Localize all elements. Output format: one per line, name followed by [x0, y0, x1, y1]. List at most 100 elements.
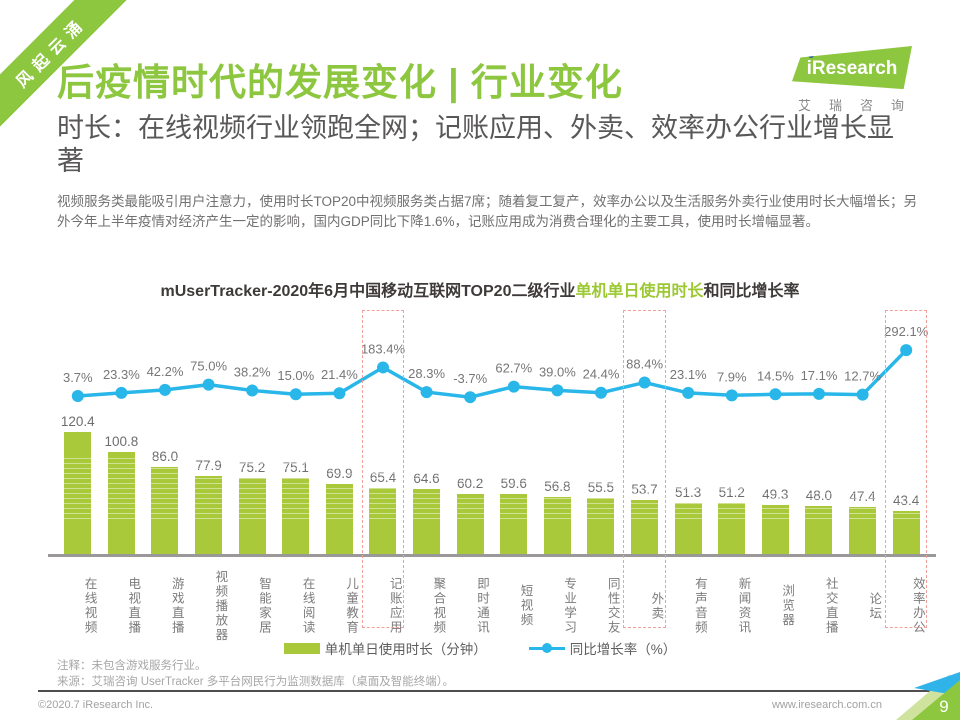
line-point — [507, 380, 520, 393]
bar-value-label: 69.9 — [326, 465, 353, 481]
chart-column: 65.4 — [361, 470, 405, 555]
bar — [107, 452, 135, 555]
chart-column: 69.9 — [318, 466, 362, 555]
bar-value-label: 49.3 — [762, 486, 789, 502]
chart-column: 75.2 — [230, 460, 274, 555]
growth-line — [77, 348, 908, 399]
line-swatch-icon — [528, 642, 565, 654]
category-label: 论坛 — [867, 591, 882, 621]
line-point — [71, 390, 84, 403]
bar-value-label: 47.4 — [849, 488, 876, 504]
line-value-label: 12.7% — [844, 369, 881, 384]
line-value-label: 183.4% — [361, 341, 406, 356]
bar-value-label: 51.2 — [718, 484, 745, 500]
category-label: 同性交友 — [605, 577, 620, 635]
bar-value-label: 65.4 — [369, 470, 397, 486]
category-label: 浏览器 — [780, 584, 795, 628]
line-point — [333, 387, 346, 400]
category-label: 短视频 — [518, 584, 533, 628]
category-label: 有声音频 — [692, 577, 707, 635]
line-value-label: 38.2% — [234, 365, 271, 380]
legend-item-bar: 单机单日使用时长（分钟） — [283, 638, 487, 658]
legend-bar-label: 单机单日使用时长（分钟） — [324, 642, 487, 657]
logo-flag: iResearch — [792, 46, 912, 90]
line-point — [246, 384, 259, 397]
line-value-label: 75.0% — [190, 359, 227, 374]
bar-value-label: 60.2 — [457, 475, 484, 491]
category-label: 新闻资讯 — [736, 577, 751, 635]
bar-value-label: 120.4 — [60, 414, 95, 430]
line-point — [856, 388, 869, 401]
line-point — [202, 378, 215, 391]
logo-brand-text: iResearch — [806, 58, 898, 79]
bar — [587, 498, 615, 555]
chart-legend: 单机单日使用时长（分钟） 同比增长率（%） — [0, 638, 960, 658]
chart-column: 120.4 — [56, 414, 100, 555]
category-label: 即时通讯 — [474, 577, 489, 635]
category-label: 智能家居 — [256, 577, 271, 635]
line-point — [725, 389, 738, 402]
body-paragraph: 视频服务类最能吸引用户注意力，使用时长TOP20中视频服务类占据7席；随着复工复… — [57, 194, 918, 230]
chart-column: 48.0 — [797, 488, 841, 555]
bar — [848, 506, 876, 555]
line-value-label: 21.4% — [321, 367, 358, 382]
chart-notes: 注释：未包含游戏服务行业。 来源：艾瑞咨询 UserTracker 多平台网民行… — [57, 659, 454, 690]
line-value-label: 23.1% — [670, 367, 707, 382]
bars-row: 120.4 100.8 86.0 77.9 75.2 75.1 69.9 65.4 64.6 60… — [56, 308, 928, 555]
bar-value-label: 75.1 — [282, 460, 309, 476]
bar-value-label: 59.6 — [500, 476, 527, 492]
bar-value-label: 51.3 — [674, 484, 702, 500]
bar — [456, 493, 484, 555]
category-label: 效率办公 — [910, 577, 925, 635]
line-value-label: 3.7% — [63, 370, 93, 385]
category-label: 儿童教育 — [344, 577, 359, 635]
category-label: 在线阅读 — [300, 577, 315, 635]
chart: 120.4 100.8 86.0 77.9 75.2 75.1 69.9 65.4 64.6 60… — [48, 308, 936, 648]
line-point — [551, 384, 564, 397]
page-corner-decoration: 9 — [896, 672, 960, 720]
chart-column: 59.6 — [492, 476, 536, 555]
bar-value-label: 43.4 — [892, 492, 920, 508]
bar-value-label: 56.8 — [544, 479, 571, 495]
bar — [674, 502, 702, 555]
line-value-label: 17.1% — [801, 368, 838, 383]
chart-column: 60.2 — [448, 476, 492, 555]
line-value-label: 42.2% — [147, 364, 184, 379]
line-point — [420, 386, 433, 399]
bar-value-label: 55.5 — [587, 480, 615, 496]
category-label: 专业学习 — [562, 577, 577, 635]
chart-column: 56.8 — [536, 479, 580, 555]
iresearch-logo: iResearch 艾瑞咨询 — [786, 46, 914, 114]
line-point — [638, 376, 651, 389]
footer-website: www.iresearch.com.cn — [771, 699, 882, 711]
line-value-label: 14.5% — [757, 368, 794, 383]
bar — [805, 506, 833, 555]
category-label: 记账应用 — [387, 577, 402, 635]
logo-i-dot-icon — [808, 52, 814, 58]
line-point — [115, 386, 128, 399]
categories-row: 在线视频 电视直播 游戏直播 视频播放器 智能家居 在线阅读 儿童教育 记账应用 聚合视频 即时通… — [56, 564, 928, 648]
chart-column: 100.8 — [100, 434, 144, 555]
bar — [500, 494, 528, 555]
bar — [151, 467, 179, 555]
legend-item-line: 同比增长率（%） — [528, 638, 676, 658]
line-point — [464, 391, 477, 404]
note-line-2: 来源：艾瑞咨询 UserTracker 多平台网民行为监测数据库（桌面及智能终端… — [57, 675, 454, 688]
bar — [369, 488, 397, 555]
line-point — [769, 388, 782, 401]
chart-title: mUserTracker-2020年6月中国移动互联网TOP20二级行业单机单日… — [0, 277, 960, 301]
line-value-label: 88.4% — [626, 357, 663, 372]
bar — [325, 483, 353, 555]
bar-value-label: 100.8 — [104, 434, 139, 450]
line-point — [682, 386, 695, 399]
footer-divider — [38, 690, 940, 692]
footer-copyright: ©2020.7 iResearch Inc. — [38, 699, 154, 711]
bar-value-label: 53.7 — [631, 482, 658, 498]
bar-value-label: 48.0 — [805, 488, 833, 503]
category-label: 社交直播 — [823, 577, 838, 635]
line-value-label: 39.0% — [539, 364, 576, 379]
line-value-label: 24.4% — [583, 367, 620, 382]
line-value-label: 23.3% — [103, 367, 140, 382]
category-label: 视频播放器 — [213, 569, 228, 643]
chart-column: 77.9 — [187, 458, 231, 555]
